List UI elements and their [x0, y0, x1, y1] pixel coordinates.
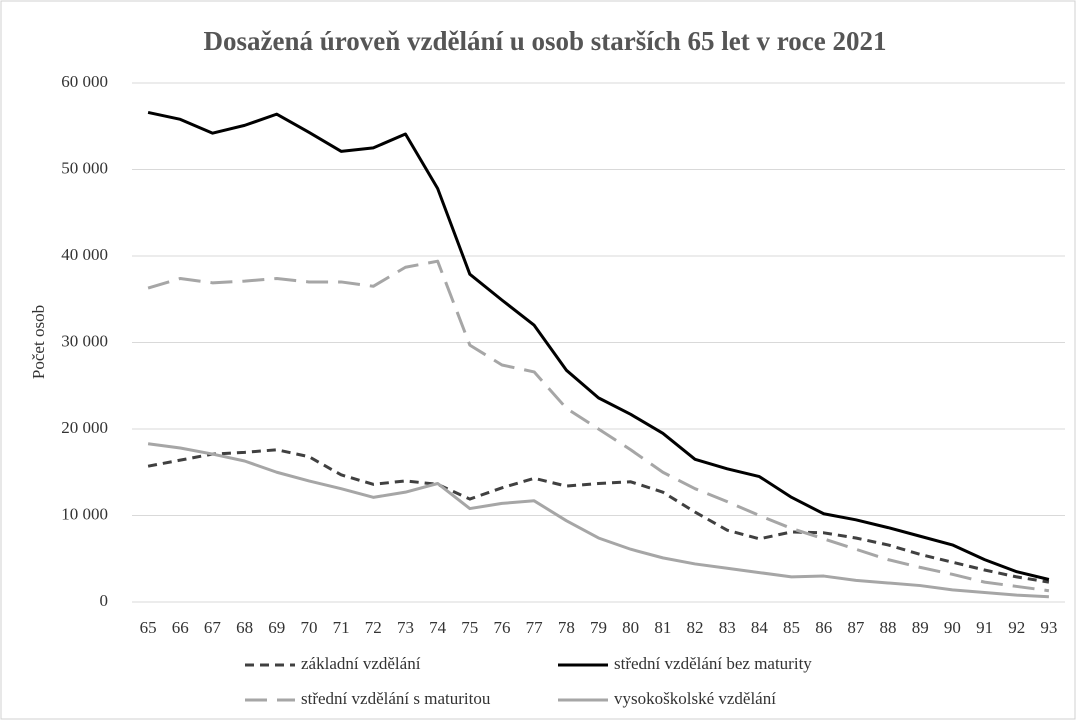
y-tick-label: 60 000: [61, 72, 108, 91]
x-tick-label: 84: [751, 618, 769, 637]
series-line: [147, 448, 1050, 584]
x-tick-label: 79: [590, 618, 607, 637]
x-tick-label: 72: [365, 618, 382, 637]
x-tick-label: 82: [687, 618, 704, 637]
chart-title: Dosažená úroveň vzdělání u osob starších…: [204, 26, 887, 56]
series-line: [147, 259, 1050, 593]
x-tick-label: 83: [719, 618, 736, 637]
y-tick-label: 40 000: [61, 245, 108, 264]
x-tick-label: 91: [976, 618, 993, 637]
y-axis-label: Počet osob: [29, 305, 48, 379]
y-tick-label: 20 000: [61, 418, 108, 437]
y-tick-label: 50 000: [61, 158, 108, 177]
x-tick-label: 74: [429, 618, 447, 637]
x-tick-label: 71: [333, 618, 350, 637]
legend-label: střední vzdělání s maturitou: [301, 689, 491, 708]
x-tick-label: 88: [880, 618, 897, 637]
x-tick-label: 93: [1040, 618, 1057, 637]
x-tick-label: 80: [622, 618, 639, 637]
x-tick-label: 70: [300, 618, 317, 637]
y-tick-label: 0: [100, 591, 109, 610]
y-tick-label: 30 000: [61, 331, 108, 350]
x-tick-label: 69: [268, 618, 285, 637]
x-tick-label: 81: [654, 618, 671, 637]
x-tick-label: 77: [526, 618, 544, 637]
x-tick-label: 86: [815, 618, 832, 637]
series-line: [147, 442, 1049, 599]
x-tick-label: 73: [397, 618, 414, 637]
x-tick-label: 67: [204, 618, 222, 637]
series-line: [147, 110, 1050, 581]
x-tick-label: 85: [783, 618, 800, 637]
x-tick-label: 87: [847, 618, 865, 637]
x-tick-label: 92: [1008, 618, 1025, 637]
x-tick-label: 65: [140, 618, 157, 637]
x-tick-label: 75: [461, 618, 478, 637]
x-tick-label: 66: [172, 618, 189, 637]
legend-label: vysokoškolské vzdělání: [614, 689, 776, 708]
x-tick-label: 89: [912, 618, 929, 637]
legend-label: střední vzdělání bez maturity: [614, 654, 812, 673]
legend-label: základní vzdělání: [301, 654, 421, 673]
y-tick-label: 10 000: [61, 504, 108, 523]
x-tick-label: 76: [493, 618, 510, 637]
x-tick-label: 68: [236, 618, 253, 637]
x-tick-label: 90: [944, 618, 961, 637]
x-tick-label: 78: [558, 618, 575, 637]
